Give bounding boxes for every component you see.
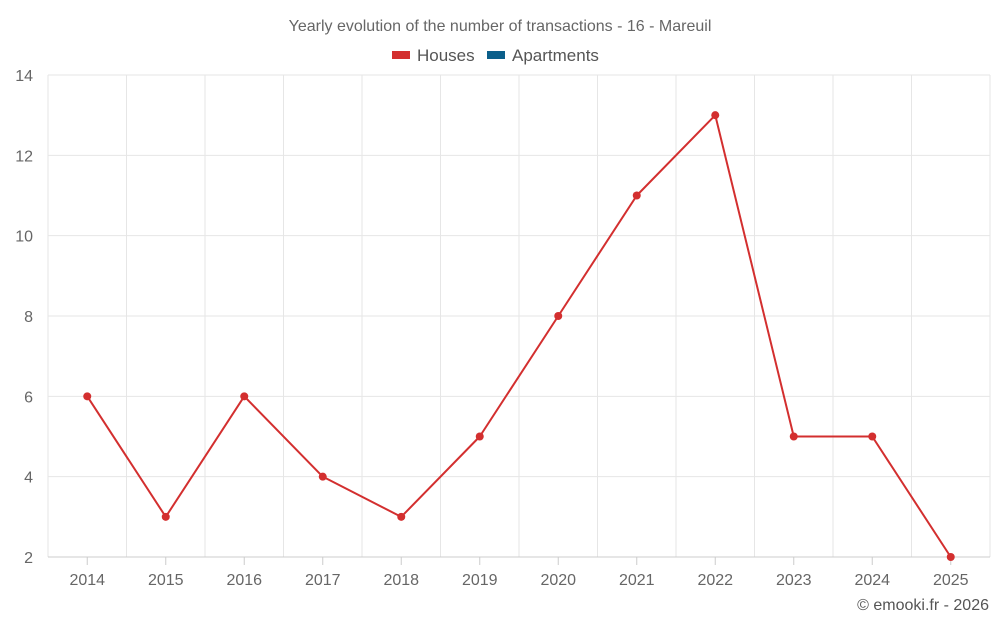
y-tick-label-14: 14 [15,68,33,85]
x-tick-label-2023: 2023 [776,572,812,589]
legend-item-apartments[interactable]: Apartments [487,46,599,65]
data-point-houses-2018[interactable] [397,512,406,521]
y-tick-label-6: 6 [24,389,33,406]
x-tick-label-2021: 2021 [619,572,655,589]
x-tick-label-2019: 2019 [462,572,498,589]
x-tick-label-2016: 2016 [226,572,262,589]
data-point-houses-2014[interactable] [83,392,92,401]
data-point-houses-2019[interactable] [475,432,484,441]
x-tick-label-2024: 2024 [854,572,890,589]
data-point-houses-2021[interactable] [632,191,641,200]
legend: Houses Apartments [392,46,599,65]
data-point-houses-2022[interactable] [711,111,720,120]
legend-label-apartments: Apartments [512,46,599,65]
y-tick-label-10: 10 [15,229,33,246]
series-line-houses [86,114,952,558]
data-point-houses-2016[interactable] [240,392,249,401]
series-layer [83,111,955,561]
data-point-houses-2015[interactable] [161,512,170,521]
y-tick-label-8: 8 [24,309,33,326]
y-tick-label-4: 4 [24,470,33,487]
x-tick-label-2025: 2025 [933,572,969,589]
copyright-credit: © emooki.fr - 2026 [857,597,989,614]
x-tick-label-2014: 2014 [69,572,105,589]
x-tick-label-2018: 2018 [383,572,419,589]
x-tick-label-2017: 2017 [305,572,341,589]
axis-layer [48,556,990,565]
data-point-houses-2017[interactable] [318,472,327,481]
x-tick-label-2020: 2020 [540,572,576,589]
data-point-houses-2024[interactable] [868,432,877,441]
legend-swatch-apartments [487,51,505,59]
x-tick-label-2022: 2022 [697,572,733,589]
grid-layer [47,74,991,557]
data-point-houses-2025[interactable] [946,553,955,561]
x-tick-label-2015: 2015 [148,572,184,589]
legend-label-houses: Houses [417,46,475,65]
tick-layer: 2 4 6 8 10 12 14 2014 2015 2016 2017 2018 2019 2020 20… [15,68,968,589]
data-point-houses-2023[interactable] [789,432,798,441]
y-tick-label-12: 12 [15,148,33,165]
legend-item-houses[interactable]: Houses [392,46,475,65]
chart-title: Yearly evolution of the number of transa… [289,18,712,35]
data-point-houses-2020[interactable] [554,312,563,320]
legend-swatch-houses [392,51,410,59]
y-tick-label-2: 2 [24,550,33,567]
